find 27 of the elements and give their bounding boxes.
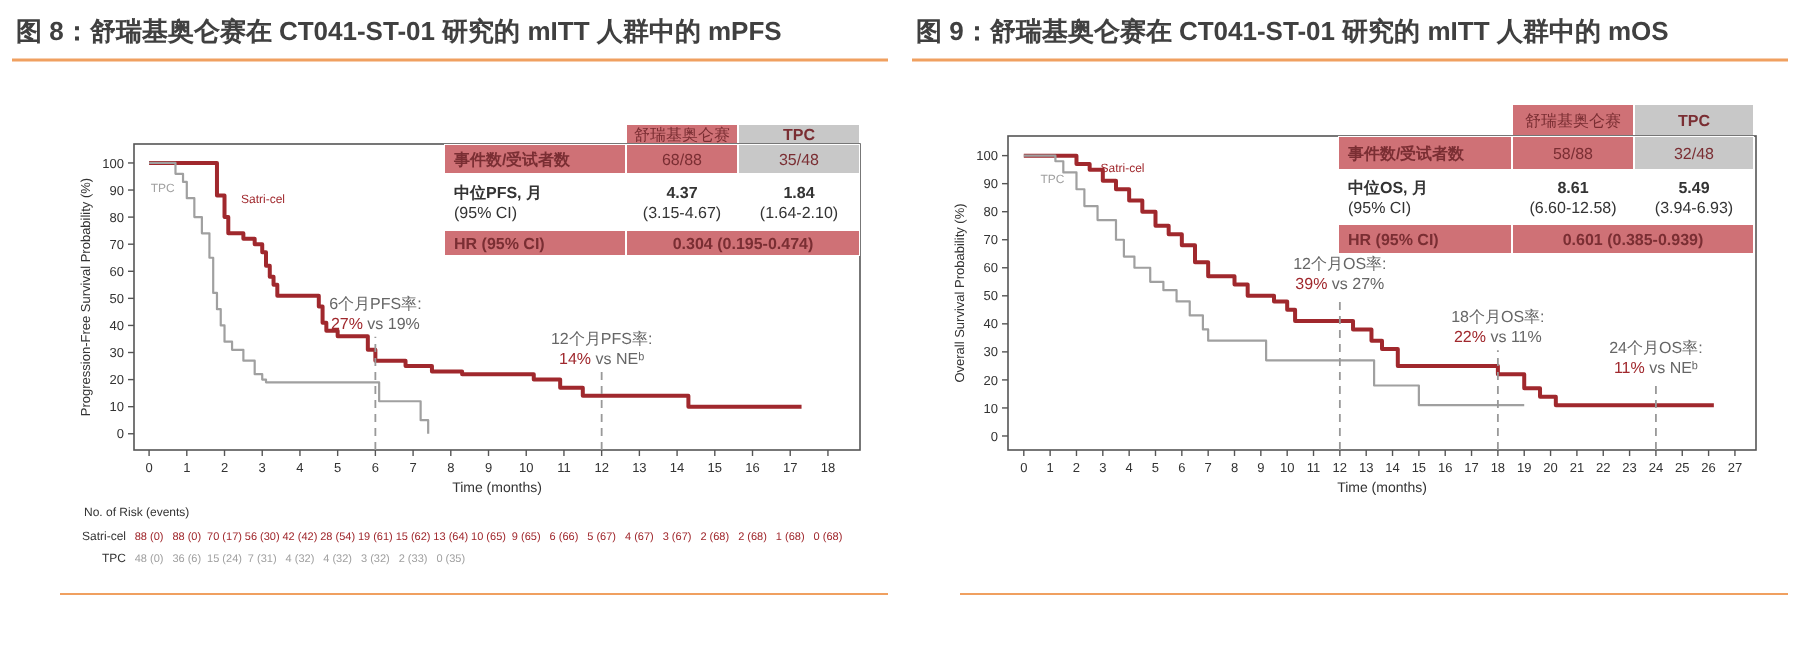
annotation: 事件数/受试者数 [452,151,573,169]
annotation: 1.84 (1.64-2.10) [759,184,839,222]
ref-line-label: 18个月OS率: 22% vs 11% [1451,308,1545,347]
annotation: 8.61 (6.60-12.58) [1529,179,1618,217]
annotation: 中位PFS, 月 (95% CI) [454,184,543,222]
annotation: 58/88 [1552,145,1595,163]
annotation: 68/88 [661,151,704,169]
ref-line-label: 12个月OS率: 39% vs 27% [1293,255,1387,294]
ref-line-label: 6个月PFS率: 27% vs 19% [329,294,422,333]
text: 舒瑞基奥仑赛 [1525,112,1621,130]
annotation: 5.49 (3.94-6.93) [1654,179,1734,217]
annotation: 事件数/受试者数 [1346,145,1467,163]
annotation: 32/48 [1673,145,1716,163]
annotation: 4.37 (3.15-4.67) [642,184,722,222]
text: TPC [783,126,816,144]
annotation: HR (95% CI) [454,235,546,253]
title: 图 8：舒瑞基奥仑赛在 CT041-ST-01 研究的 mITT 人群中的 mPFS [16,16,782,46]
text: 舒瑞基奥仑赛 [634,126,730,144]
annotation: 中位OS, 月 (95% CI) [1348,179,1429,217]
ref-line-label: 24个月OS率: 11% vs NEᵇ [1609,339,1703,378]
annotation: HR (95% CI) [1348,231,1440,249]
ref-line-label: 12个月PFS率: 14% vs NEᵇ [550,329,653,368]
text: TPC [1678,112,1711,130]
annotation: 0.601 (0.385-0.939) [1562,231,1704,249]
title: 图 9：舒瑞基奥仑赛在 CT041-ST-01 研究的 mITT 人群中的 mOS [916,16,1669,46]
annotation: 35/48 [778,151,821,169]
annotation: 0.304 (0.195-0.474) [672,235,814,253]
